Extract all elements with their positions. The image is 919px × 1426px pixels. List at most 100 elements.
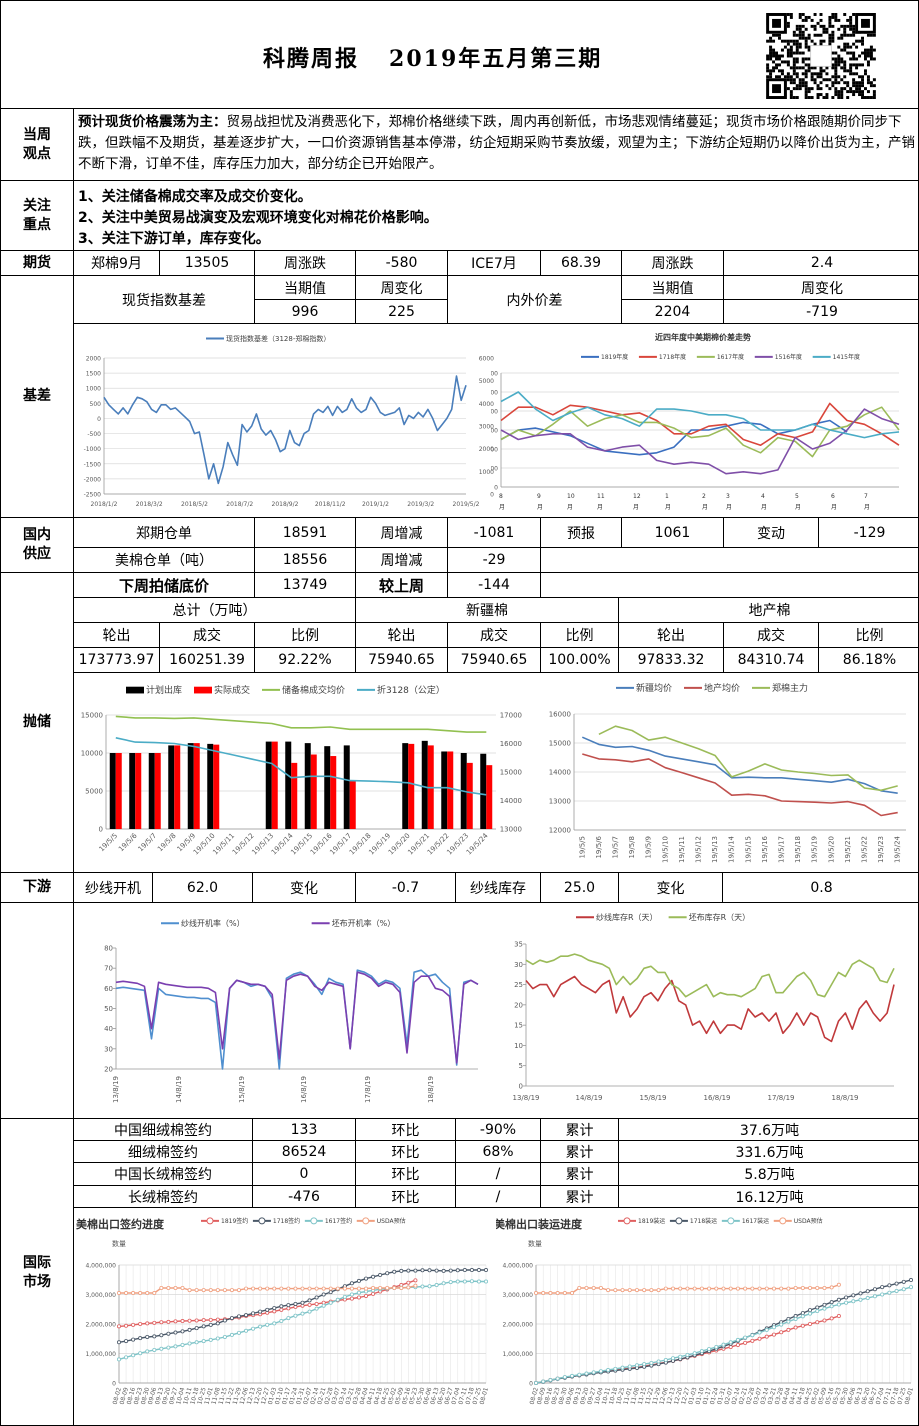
x-tick-label: 02-07 (302, 1387, 313, 1406)
data-point (483, 1268, 488, 1273)
data-point (124, 1323, 129, 1328)
contract-name: 中国细绒棉签约 (74, 1119, 253, 1141)
data-point (714, 1345, 719, 1350)
contract-value: 0 (253, 1163, 356, 1186)
data-point (908, 1285, 913, 1290)
data-point (293, 1301, 298, 1306)
x-tick-label: 02-07 (723, 1387, 734, 1406)
legend-item: 郑棉主力 (752, 682, 808, 694)
operating-rate-chart: 80 70 60 50 40 30 20 13/8/19 14/8/19 15/8/19 16/8/… (104, 918, 479, 1103)
report-title: 科腾周报 2019年五月第三期 (263, 41, 602, 73)
x-tick-suffix: 月 (537, 504, 543, 511)
data-point (844, 1295, 849, 1300)
data-point (406, 1280, 411, 1285)
chart-title: 近四年度中美期棉价差走势 (655, 332, 751, 342)
data-point (314, 1286, 319, 1291)
x-tick-label: 19/5/11 (678, 836, 686, 863)
reserve-charts-area (74, 673, 918, 873)
data-point (131, 1353, 136, 1358)
data-point (649, 1288, 654, 1293)
series-line (525, 953, 895, 998)
data-point (829, 1285, 834, 1290)
x-tick-label: 08-01 (479, 1387, 490, 1406)
x-tick-label: 19/5/24 (465, 831, 490, 856)
x-tick-label: 01-03 (267, 1387, 278, 1406)
x-tick-label: 07-18 (889, 1387, 900, 1406)
legend-label: 实际成交 (214, 684, 250, 696)
y-tick-label: 25 (514, 981, 523, 989)
zce-contract-label: 郑棉9月 (74, 251, 160, 276)
vs-last-week-value: -144 (448, 573, 541, 598)
data-point (117, 1324, 122, 1329)
data-point (548, 1291, 553, 1296)
data-point (328, 1300, 333, 1305)
focus-item: 3、关注下游订单，库存变化。 (78, 231, 270, 247)
mom-value: 68% (456, 1141, 541, 1163)
x-tick-label: 04-11 (788, 1387, 799, 1406)
spot-basis-change: 225 (356, 300, 448, 324)
y-tick-label: -2500 (84, 492, 102, 499)
y-tick-label: 0 (529, 1381, 533, 1388)
data-point (335, 1286, 340, 1291)
us-export-sales-chart: 4,000,0003,000,0002,000,0001,000,000008-… (76, 1217, 490, 1406)
x-tick-label: 12-20 (253, 1387, 264, 1406)
bar (304, 743, 311, 829)
bar (148, 753, 155, 829)
data-point (541, 1379, 546, 1384)
x-tick-label: 03-14 (338, 1387, 349, 1406)
y2-tick-label: 5000 (479, 378, 494, 385)
x-tick-label: 01-24 (709, 1387, 720, 1406)
x-tick-label: 01-10 (274, 1387, 285, 1406)
data-point (265, 1322, 270, 1327)
data-point (208, 1322, 213, 1327)
data-point (822, 1286, 827, 1291)
x-tick-label: 08-23 (133, 1387, 144, 1406)
x-tick-label: 12-20 (673, 1387, 684, 1406)
legend-item: 地产均价 (684, 682, 740, 694)
y2-tick-label: 14000 (500, 797, 522, 805)
y-tick-label: 40 (104, 1025, 113, 1033)
data-point (138, 1336, 143, 1341)
data-point (872, 1294, 877, 1299)
sub-header: 比例 (541, 623, 619, 648)
yarn-inventory-label: 纱线库存 (456, 873, 541, 903)
legend-item: 储备棉成交均价 (262, 684, 345, 696)
x-tick-label: 04-25 (380, 1387, 391, 1406)
data-point (117, 1340, 122, 1345)
data-point (534, 1291, 539, 1296)
data-point (342, 1286, 347, 1291)
data-point (728, 1286, 733, 1291)
x-tick-label: 18/8/19 (427, 1076, 435, 1103)
x-tick-suffix: 月 (665, 504, 671, 511)
data-point (194, 1340, 199, 1345)
data-point (279, 1307, 284, 1312)
x-tick-label: 19/5/12 (695, 836, 703, 863)
data-point (441, 1281, 446, 1286)
data-point (634, 1363, 639, 1368)
data-point (800, 1311, 805, 1316)
y2-tick-label: 2000 (479, 446, 494, 453)
bar (310, 754, 317, 829)
data-point (279, 1304, 284, 1309)
auction-value: 160251.39 (160, 648, 255, 673)
x-tick-label: 07-25 (896, 1387, 907, 1406)
data-point (371, 1291, 376, 1296)
data-point (251, 1286, 256, 1291)
data-point (194, 1288, 199, 1293)
weekly-change-label: 周增减 (356, 548, 448, 573)
forecast-change: -129 (819, 518, 918, 548)
data-point (286, 1303, 291, 1308)
legend-label: 地产均价 (704, 682, 740, 694)
x-tick-label: 03-07 (330, 1387, 341, 1406)
data-point (222, 1318, 227, 1323)
x-tick-label: 10-11 (601, 1387, 612, 1406)
data-point (800, 1323, 805, 1328)
data-point (469, 1268, 474, 1273)
data-point (786, 1319, 791, 1324)
mom-value: -90% (456, 1119, 541, 1141)
data-point (293, 1313, 298, 1318)
legend-swatch (126, 686, 144, 694)
bar (109, 753, 116, 829)
data-point (201, 1288, 206, 1293)
data-point (272, 1286, 277, 1291)
